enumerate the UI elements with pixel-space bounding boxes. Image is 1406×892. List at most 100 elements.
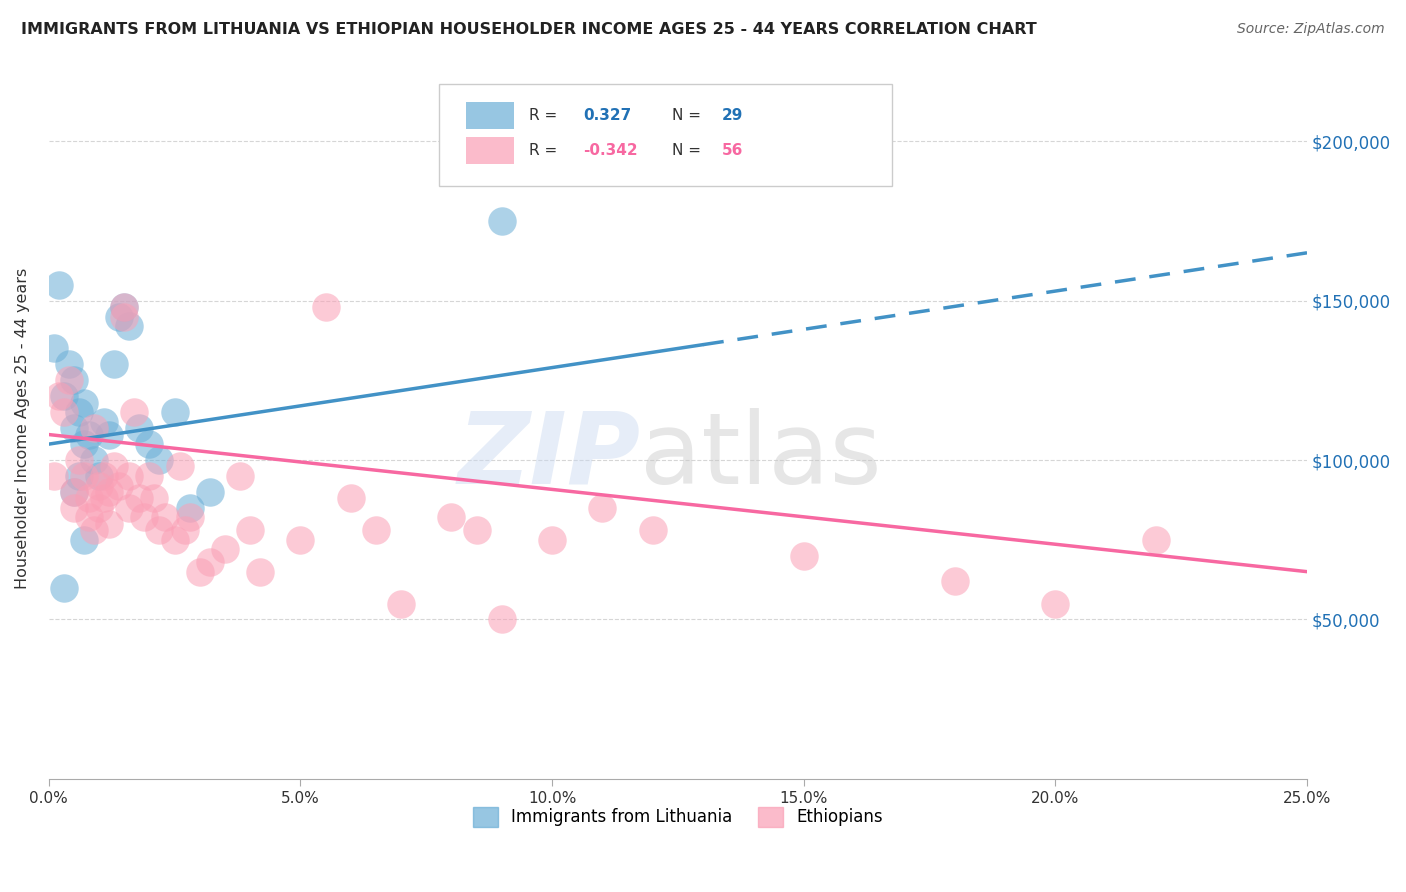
FancyBboxPatch shape (467, 137, 515, 164)
Text: 0.327: 0.327 (583, 108, 631, 123)
Point (67, 469, 90, 483)
Point (364, 523, 387, 537)
Text: N =: N = (672, 143, 700, 158)
Point (108, 310, 131, 324)
Point (491, 612, 513, 626)
Point (98, 485, 121, 500)
Point (112, 300, 135, 314)
Point (93, 415, 115, 429)
Point (73, 437, 96, 451)
Point (148, 523, 170, 537)
Point (77, 510, 100, 524)
Point (138, 469, 160, 483)
Point (93, 469, 115, 483)
Point (214, 542, 236, 557)
Point (52, 581, 75, 595)
Point (83, 453, 105, 467)
Point (943, 574, 966, 589)
Text: Source: ZipAtlas.com: Source: ZipAtlas.com (1237, 22, 1385, 37)
Point (188, 565, 211, 579)
Point (541, 533, 564, 547)
Point (128, 421, 150, 435)
Point (63, 485, 86, 500)
Point (77, 427, 100, 442)
Point (148, 453, 170, 467)
Point (83, 421, 105, 435)
Point (339, 491, 361, 506)
Point (239, 523, 262, 537)
Point (77, 491, 100, 506)
Point (1144, 533, 1167, 547)
Point (138, 437, 160, 451)
FancyBboxPatch shape (467, 102, 515, 128)
Point (52, 389, 75, 403)
Text: atlas: atlas (640, 408, 882, 505)
Point (73, 395, 96, 409)
Text: R =: R = (530, 108, 558, 123)
Point (48, 277, 70, 292)
Point (112, 310, 135, 324)
Point (63, 485, 86, 500)
Point (163, 533, 186, 547)
Point (87, 500, 110, 515)
Point (153, 510, 176, 524)
Point (290, 533, 312, 547)
Point (73, 533, 96, 547)
Point (440, 510, 463, 524)
Point (83, 523, 105, 537)
Point (465, 523, 488, 537)
Point (128, 491, 150, 506)
Point (229, 469, 252, 483)
Point (163, 405, 186, 419)
Text: ZIP: ZIP (457, 408, 640, 505)
Y-axis label: Householder Income Ages 25 - 44 years: Householder Income Ages 25 - 44 years (15, 268, 30, 589)
Point (67, 405, 90, 419)
Point (1045, 597, 1067, 611)
Point (48, 389, 70, 403)
Text: N =: N = (672, 108, 700, 123)
Text: R =: R = (530, 143, 558, 158)
Point (134, 510, 156, 524)
Point (118, 469, 141, 483)
Point (103, 358, 125, 372)
Point (169, 459, 191, 474)
Point (103, 459, 125, 474)
Point (67, 453, 90, 467)
Point (249, 565, 271, 579)
Point (173, 523, 195, 537)
Point (591, 500, 613, 515)
Point (179, 510, 201, 524)
Point (143, 491, 166, 506)
Point (87, 478, 110, 492)
Text: 56: 56 (721, 143, 744, 158)
Point (87, 469, 110, 483)
Point (73, 469, 96, 483)
Point (124, 405, 146, 419)
Point (63, 373, 86, 387)
Point (42, 342, 65, 356)
Point (641, 523, 664, 537)
Point (98, 427, 121, 442)
Point (118, 500, 141, 515)
Point (93, 491, 115, 506)
Point (98, 516, 121, 531)
Legend: Immigrants from Lithuania, Ethiopians: Immigrants from Lithuania, Ethiopians (467, 800, 890, 834)
Point (389, 597, 412, 611)
FancyBboxPatch shape (439, 85, 891, 186)
Text: -0.342: -0.342 (583, 143, 638, 158)
Point (179, 500, 201, 515)
Point (793, 549, 815, 563)
Point (63, 421, 86, 435)
Point (58, 358, 80, 372)
Point (112, 300, 135, 314)
Point (198, 555, 221, 569)
Point (63, 500, 86, 515)
Point (118, 319, 141, 334)
Point (42, 469, 65, 483)
Point (315, 300, 337, 314)
Text: 29: 29 (721, 108, 744, 123)
Point (108, 478, 131, 492)
Text: IMMIGRANTS FROM LITHUANIA VS ETHIOPIAN HOUSEHOLDER INCOME AGES 25 - 44 YEARS COR: IMMIGRANTS FROM LITHUANIA VS ETHIOPIAN H… (21, 22, 1036, 37)
Point (58, 373, 80, 387)
Point (52, 405, 75, 419)
